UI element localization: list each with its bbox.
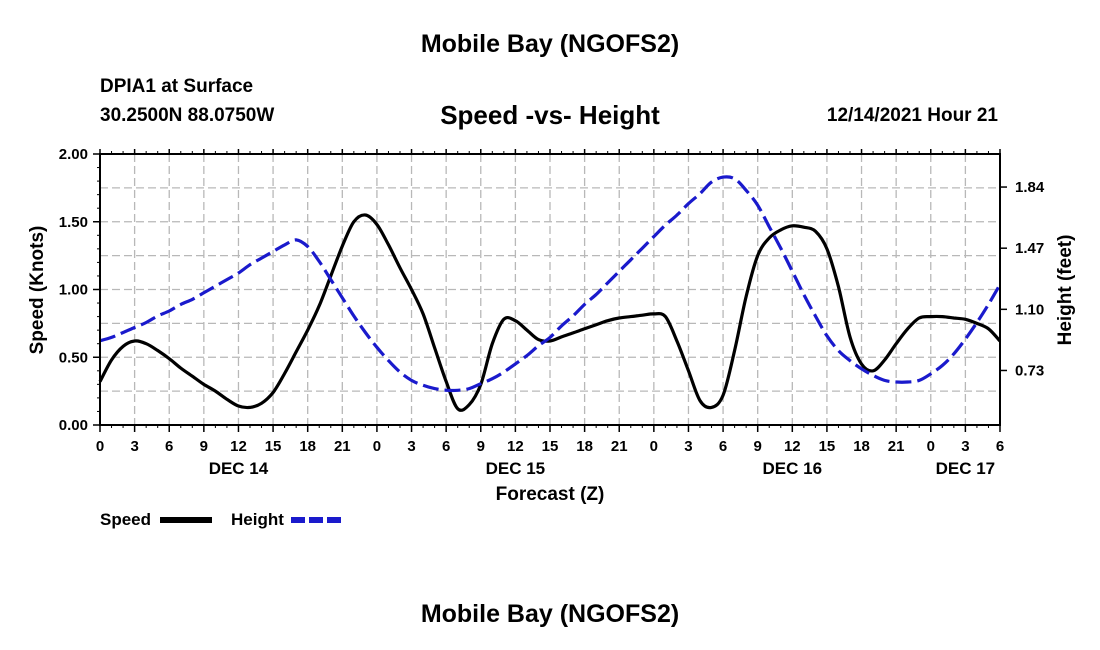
y-left-tick-label: 1.00	[59, 282, 88, 299]
station-coordinates: 30.2500N 88.0750W	[100, 105, 275, 126]
x-date-label: DEC 14	[209, 459, 269, 478]
x-tick-label: 21	[888, 438, 905, 455]
x-tick-label: 3	[961, 438, 969, 455]
x-axis-title: Forecast (Z)	[496, 484, 605, 505]
x-tick-label: 18	[853, 438, 870, 455]
x-tick-label: 0	[927, 438, 935, 455]
x-tick-label: 21	[611, 438, 628, 455]
x-tick-label: 0	[650, 438, 658, 455]
x-tick-label: 12	[784, 438, 801, 455]
x-tick-label: 6	[442, 438, 450, 455]
series-lines	[98, 175, 1002, 412]
station-name: DPIA1 at Surface	[100, 76, 254, 97]
y-left-tick-label: 1.50	[59, 214, 88, 231]
y-axis-title-left: Speed (Knots)	[27, 226, 48, 355]
forecast-timestamp: 12/14/2021 Hour 21	[826, 105, 998, 126]
series-line-height	[99, 175, 1002, 393]
y-left-tick-label: 0.00	[59, 417, 88, 434]
series-line-speed	[98, 213, 1002, 412]
x-tick-label: 6	[996, 438, 1004, 455]
x-date-label: DEC 17	[936, 459, 996, 478]
x-tick-label: 9	[754, 438, 762, 455]
x-tick-label: 15	[819, 438, 836, 455]
x-tick-label: 3	[684, 438, 692, 455]
chart-subtitle: Speed -vs- Height	[440, 100, 660, 130]
axis-labels: 0 3 6 9 12 15 18 21 0 3 6 9 12 15 18 21 0 3 6 9 12 15 18 21 0 3 6D…	[59, 146, 1045, 478]
x-tick-label: 18	[299, 438, 316, 455]
x-tick-label: 3	[407, 438, 415, 455]
x-tick-label: 9	[477, 438, 485, 455]
x-date-label: DEC 16	[763, 459, 823, 478]
y-right-tick-label: 1.84	[1015, 179, 1045, 196]
axis-ticks	[93, 149, 1007, 432]
y-right-tick-label: 1.47	[1015, 240, 1044, 257]
x-tick-label: 15	[265, 438, 282, 455]
x-tick-label: 6	[719, 438, 727, 455]
x-tick-label: 12	[230, 438, 247, 455]
x-tick-label: 6	[165, 438, 173, 455]
y-left-tick-label: 2.00	[59, 146, 88, 163]
x-tick-label: 0	[373, 438, 381, 455]
y-axis-title-right: Height (feet)	[1055, 235, 1076, 346]
x-date-label: DEC 15	[486, 459, 546, 478]
y-left-tick-label: 0.50	[59, 349, 88, 366]
x-tick-label: 9	[200, 438, 208, 455]
grid	[100, 154, 1000, 425]
x-tick-label: 0	[96, 438, 104, 455]
x-tick-label: 18	[576, 438, 593, 455]
y-right-tick-label: 0.73	[1015, 362, 1044, 379]
chart-main-title: Mobile Bay (NGOFS2)	[420, 30, 680, 58]
legend-height-label: Height	[231, 510, 284, 529]
repeated-chart-title: Mobile Bay (NGOFS2)	[420, 600, 680, 628]
x-tick-label: 15	[542, 438, 559, 455]
legend: Speed Height	[100, 510, 343, 529]
x-tick-label: 21	[334, 438, 351, 455]
x-tick-label: 3	[130, 438, 138, 455]
y-right-tick-label: 1.10	[1015, 301, 1044, 318]
x-tick-label: 12	[507, 438, 524, 455]
legend-speed-label: Speed	[100, 510, 151, 529]
